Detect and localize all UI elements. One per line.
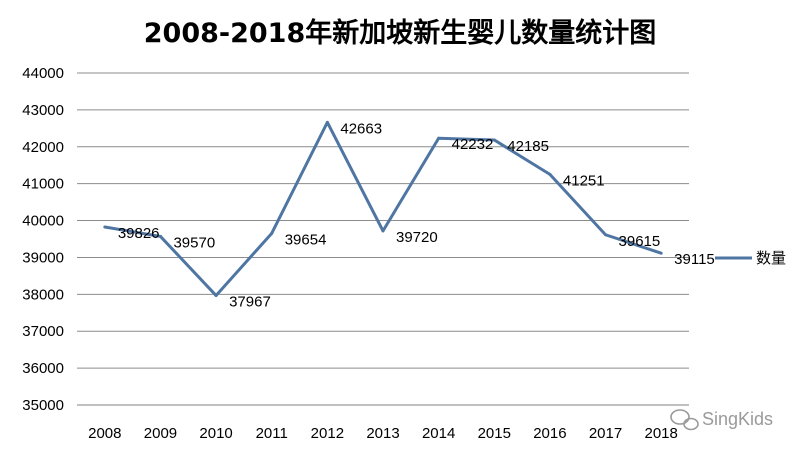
data-point	[492, 138, 496, 142]
y-tick-label: 40000	[22, 213, 64, 230]
data-label: 42663	[340, 120, 382, 137]
x-tick-label: 2010	[199, 425, 232, 442]
y-tick-label: 43000	[22, 102, 64, 119]
data-label: 42232	[452, 136, 494, 153]
y-tick-label: 36000	[22, 360, 64, 377]
data-point	[103, 225, 107, 229]
x-tick-label: 2008	[88, 425, 121, 442]
data-point	[548, 172, 552, 176]
gridlines	[77, 72, 689, 369]
data-label: 39615	[619, 233, 661, 250]
y-tick-label: 38000	[22, 286, 64, 303]
x-tick-label: 2013	[366, 425, 399, 442]
series-line	[104, 120, 662, 298]
data-label: 39826	[118, 225, 160, 242]
chart-title: 2008-2018年新加坡新生婴儿数量统计图	[144, 17, 657, 49]
data-point	[437, 136, 441, 140]
wechat-icon	[670, 409, 699, 431]
data-point	[214, 294, 218, 298]
data-point	[325, 120, 329, 124]
legend: 数量	[715, 249, 786, 267]
x-tick-label: 2017	[589, 425, 622, 442]
y-tick-label: 42000	[22, 139, 64, 156]
data-label: 39654	[285, 231, 327, 248]
data-point	[659, 251, 663, 255]
x-tick-label: 2015	[478, 425, 511, 442]
x-axis-ticks: 2008 2009 2010 2011 2012 2013 2014 2015 2016 2017…	[88, 425, 678, 442]
data-points	[103, 120, 663, 298]
data-point	[158, 234, 162, 238]
y-tick-label: 35000	[22, 397, 64, 414]
x-tick-label: 2012	[311, 425, 344, 442]
data-label: 37967	[229, 294, 271, 311]
y-tick-label: 41000	[22, 176, 64, 193]
data-point	[381, 229, 385, 233]
y-tick-label: 39000	[22, 249, 64, 266]
y-axis-ticks: 44000 43000 42000 41000 40000 39000 38000 37000…	[22, 65, 64, 414]
x-tick-label: 2009	[144, 425, 177, 442]
data-label: 39115	[674, 251, 715, 268]
data-point	[270, 231, 274, 235]
x-tick-label: 2018	[644, 425, 677, 442]
data-point	[604, 233, 608, 237]
legend-label: 数量	[756, 249, 786, 267]
data-labels: 39826 39570 37967 39654 42663 39720 42232 42185…	[118, 120, 715, 310]
watermark: SingKids	[670, 409, 773, 431]
x-tick-label: 2011	[256, 425, 288, 442]
data-label: 41251	[563, 172, 605, 189]
data-label: 42185	[507, 138, 549, 155]
x-tick-label: 2014	[422, 425, 455, 442]
y-tick-label: 44000	[22, 65, 64, 82]
watermark-text: SingKids	[702, 409, 773, 429]
data-label: 39570	[173, 234, 215, 251]
data-label: 39720	[396, 229, 438, 246]
x-tick-label: 2016	[533, 425, 566, 442]
y-tick-label: 37000	[22, 323, 64, 340]
